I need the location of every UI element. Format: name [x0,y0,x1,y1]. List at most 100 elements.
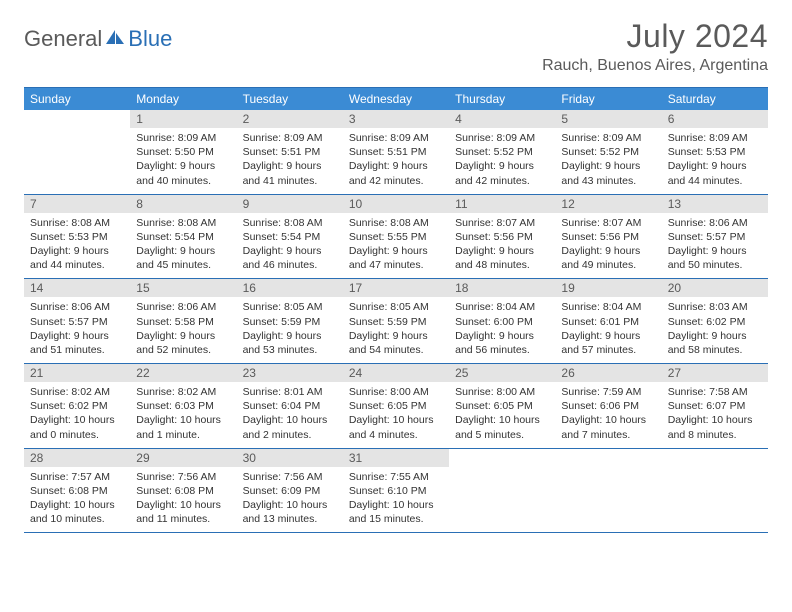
brand-sail-icon [104,28,126,51]
day-details: Sunrise: 8:05 AMSunset: 5:59 PMDaylight:… [343,297,449,363]
calendar-day-cell: 23Sunrise: 8:01 AMSunset: 6:04 PMDayligh… [237,364,343,449]
calendar-day-cell: 27Sunrise: 7:58 AMSunset: 6:07 PMDayligh… [662,364,768,449]
header-right: July 2024 Rauch, Buenos Aires, Argentina [542,18,768,75]
calendar-day-cell: 20Sunrise: 8:03 AMSunset: 6:02 PMDayligh… [662,279,768,364]
calendar-week-row: ..1Sunrise: 8:09 AMSunset: 5:50 PMDaylig… [24,110,768,194]
calendar-body: .. 1Sunrise: 8:09 AMSunset: 5:50 PMDaylig… [24,110,768,533]
day-details: Sunrise: 7:56 AMSunset: 6:09 PMDaylight:… [237,467,343,533]
day-details: Sunrise: 8:09 AMSunset: 5:52 PMDaylight:… [555,128,661,194]
calendar-day-cell: 1Sunrise: 8:09 AMSunset: 5:50 PMDaylight… [130,110,236,194]
day-number: 16 [237,279,343,297]
day-number: 24 [343,364,449,382]
day-number: 4 [449,110,555,128]
calendar-day-cell: 11Sunrise: 8:07 AMSunset: 5:56 PMDayligh… [449,194,555,279]
calendar-empty-cell: .. [662,448,768,533]
page-header: General Blue July 2024 Rauch, Buenos Air… [24,18,768,75]
day-details: Sunrise: 8:08 AMSunset: 5:54 PMDaylight:… [237,213,343,279]
calendar-empty-cell: .. [555,448,661,533]
day-details: Sunrise: 8:02 AMSunset: 6:03 PMDaylight:… [130,382,236,448]
day-number: 7 [24,195,130,213]
calendar-day-cell: 19Sunrise: 8:04 AMSunset: 6:01 PMDayligh… [555,279,661,364]
day-number: 14 [24,279,130,297]
day-number: 23 [237,364,343,382]
day-details: Sunrise: 7:55 AMSunset: 6:10 PMDaylight:… [343,467,449,533]
calendar-table: SundayMondayTuesdayWednesdayThursdayFrid… [24,87,768,533]
day-details: Sunrise: 8:03 AMSunset: 6:02 PMDaylight:… [662,297,768,363]
day-number: 30 [237,449,343,467]
day-details: Sunrise: 8:08 AMSunset: 5:53 PMDaylight:… [24,213,130,279]
brand-logo: General Blue [24,26,172,52]
day-details: Sunrise: 8:02 AMSunset: 6:02 PMDaylight:… [24,382,130,448]
calendar-day-cell: 28Sunrise: 7:57 AMSunset: 6:08 PMDayligh… [24,448,130,533]
day-number: 6 [662,110,768,128]
brand-part1: General [24,26,102,52]
calendar-day-cell: 21Sunrise: 8:02 AMSunset: 6:02 PMDayligh… [24,364,130,449]
day-number: 12 [555,195,661,213]
calendar-day-cell: 14Sunrise: 8:06 AMSunset: 5:57 PMDayligh… [24,279,130,364]
calendar-week-row: 28Sunrise: 7:57 AMSunset: 6:08 PMDayligh… [24,448,768,533]
day-details: Sunrise: 8:00 AMSunset: 6:05 PMDaylight:… [449,382,555,448]
day-details: Sunrise: 8:09 AMSunset: 5:52 PMDaylight:… [449,128,555,194]
day-number: 28 [24,449,130,467]
day-details: Sunrise: 7:57 AMSunset: 6:08 PMDaylight:… [24,467,130,533]
calendar-day-cell: 26Sunrise: 7:59 AMSunset: 6:06 PMDayligh… [555,364,661,449]
weekday-header: Sunday [24,88,130,111]
day-number: 3 [343,110,449,128]
brand-part2: Blue [128,26,172,52]
day-number: 2 [237,110,343,128]
calendar-day-cell: 12Sunrise: 8:07 AMSunset: 5:56 PMDayligh… [555,194,661,279]
day-number: 25 [449,364,555,382]
day-details: Sunrise: 8:06 AMSunset: 5:57 PMDaylight:… [24,297,130,363]
day-details: Sunrise: 8:08 AMSunset: 5:55 PMDaylight:… [343,213,449,279]
calendar-day-cell: 18Sunrise: 8:04 AMSunset: 6:00 PMDayligh… [449,279,555,364]
weekday-header: Wednesday [343,88,449,111]
day-number: 26 [555,364,661,382]
day-details: Sunrise: 8:00 AMSunset: 6:05 PMDaylight:… [343,382,449,448]
day-number: 5 [555,110,661,128]
calendar-day-cell: 3Sunrise: 8:09 AMSunset: 5:51 PMDaylight… [343,110,449,194]
weekday-header: Monday [130,88,236,111]
day-details: Sunrise: 8:04 AMSunset: 6:01 PMDaylight:… [555,297,661,363]
calendar-day-cell: 2Sunrise: 8:09 AMSunset: 5:51 PMDaylight… [237,110,343,194]
day-details: Sunrise: 8:07 AMSunset: 5:56 PMDaylight:… [449,213,555,279]
day-details: Sunrise: 8:01 AMSunset: 6:04 PMDaylight:… [237,382,343,448]
weekday-header: Saturday [662,88,768,111]
day-number: 1 [130,110,236,128]
calendar-day-cell: 31Sunrise: 7:55 AMSunset: 6:10 PMDayligh… [343,448,449,533]
month-title: July 2024 [542,18,768,55]
calendar-day-cell: 5Sunrise: 8:09 AMSunset: 5:52 PMDaylight… [555,110,661,194]
day-details: Sunrise: 8:04 AMSunset: 6:00 PMDaylight:… [449,297,555,363]
calendar-day-cell: 16Sunrise: 8:05 AMSunset: 5:59 PMDayligh… [237,279,343,364]
day-number: 10 [343,195,449,213]
day-number: 13 [662,195,768,213]
calendar-day-cell: 22Sunrise: 8:02 AMSunset: 6:03 PMDayligh… [130,364,236,449]
day-details: Sunrise: 8:05 AMSunset: 5:59 PMDaylight:… [237,297,343,363]
day-details: Sunrise: 8:09 AMSunset: 5:51 PMDaylight:… [343,128,449,194]
day-details: Sunrise: 8:09 AMSunset: 5:50 PMDaylight:… [130,128,236,194]
day-number: 18 [449,279,555,297]
calendar-day-cell: 15Sunrise: 8:06 AMSunset: 5:58 PMDayligh… [130,279,236,364]
day-details: Sunrise: 8:08 AMSunset: 5:54 PMDaylight:… [130,213,236,279]
calendar-day-cell: 10Sunrise: 8:08 AMSunset: 5:55 PMDayligh… [343,194,449,279]
weekday-header: Tuesday [237,88,343,111]
day-details: Sunrise: 8:07 AMSunset: 5:56 PMDaylight:… [555,213,661,279]
day-details: Sunrise: 7:59 AMSunset: 6:06 PMDaylight:… [555,382,661,448]
day-number: 8 [130,195,236,213]
day-details: Sunrise: 8:09 AMSunset: 5:53 PMDaylight:… [662,128,768,194]
calendar-day-cell: 29Sunrise: 7:56 AMSunset: 6:08 PMDayligh… [130,448,236,533]
weekday-header-row: SundayMondayTuesdayWednesdayThursdayFrid… [24,88,768,111]
day-details: Sunrise: 8:06 AMSunset: 5:57 PMDaylight:… [662,213,768,279]
calendar-day-cell: 24Sunrise: 8:00 AMSunset: 6:05 PMDayligh… [343,364,449,449]
day-number: 11 [449,195,555,213]
day-number: 29 [130,449,236,467]
calendar-week-row: 21Sunrise: 8:02 AMSunset: 6:02 PMDayligh… [24,364,768,449]
day-number: 9 [237,195,343,213]
calendar-week-row: 14Sunrise: 8:06 AMSunset: 5:57 PMDayligh… [24,279,768,364]
calendar-day-cell: 17Sunrise: 8:05 AMSunset: 5:59 PMDayligh… [343,279,449,364]
day-number: 17 [343,279,449,297]
calendar-day-cell: 7Sunrise: 8:08 AMSunset: 5:53 PMDaylight… [24,194,130,279]
day-details: Sunrise: 8:09 AMSunset: 5:51 PMDaylight:… [237,128,343,194]
day-number: 21 [24,364,130,382]
day-number: 27 [662,364,768,382]
calendar-day-cell: 30Sunrise: 7:56 AMSunset: 6:09 PMDayligh… [237,448,343,533]
